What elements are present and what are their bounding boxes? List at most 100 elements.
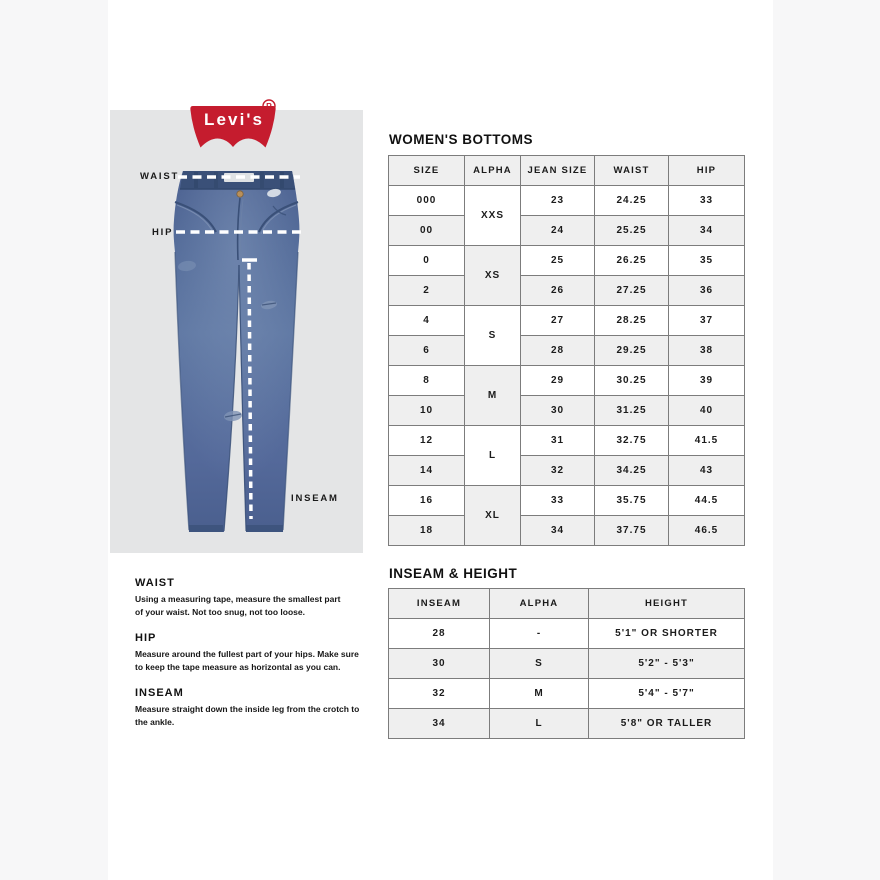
header-row: SIZE ALPHA JEAN SIZE WAIST HIP xyxy=(388,155,745,186)
table-row: 30 S 5'2" - 5'3" xyxy=(388,648,745,679)
waist-diagram-label: WAIST xyxy=(140,171,180,182)
cell-size: 000 xyxy=(388,185,465,216)
cell-hip: 41.5 xyxy=(668,425,745,456)
cell-hip: 39 xyxy=(668,365,745,396)
cell-inseam: 32 xyxy=(388,678,490,709)
cell-waist: 25.25 xyxy=(594,215,669,246)
cell-size: 14 xyxy=(388,455,465,486)
column-header-hip: HIP xyxy=(668,155,745,186)
cell-waist: 30.25 xyxy=(594,365,669,396)
table-row: 2 26 27.25 36 xyxy=(388,275,745,306)
cell-waist: 26.25 xyxy=(594,245,669,276)
table-row: 6 28 29.25 38 xyxy=(388,335,745,366)
cell-waist: 24.25 xyxy=(594,185,669,216)
logo-wordmark: Levi's xyxy=(204,110,262,129)
guide-section-inseam: INSEAM Measure straight down the inside … xyxy=(135,687,385,729)
cell-size: 12 xyxy=(388,425,465,456)
cell-jean-size: 25 xyxy=(520,245,595,276)
cell-hip: 46.5 xyxy=(668,515,745,546)
cell-jean-size: 24 xyxy=(520,215,595,246)
cell-jean-size: 31 xyxy=(520,425,595,456)
table-row: 16 XL 33 35.75 44.5 xyxy=(388,485,745,546)
table-row: 8 M 29 30.25 39 xyxy=(388,365,745,426)
svg-text:R: R xyxy=(266,102,272,111)
cell-waist: 32.75 xyxy=(594,425,669,456)
cell-hip: 38 xyxy=(668,335,745,366)
column-header-jean-size: JEAN SIZE xyxy=(520,155,595,186)
cell-waist: 37.75 xyxy=(594,515,669,546)
cell-height: 5'2" - 5'3" xyxy=(588,648,745,679)
cell-jean-size: 26 xyxy=(520,275,595,306)
cell-waist: 28.25 xyxy=(594,305,669,336)
table-row: 000 XXS 23 24.25 33 xyxy=(388,185,745,246)
cell-alpha: - xyxy=(489,618,589,649)
guide-text: to keep the tape measure as horizontal a… xyxy=(135,662,341,672)
cell-alpha: S xyxy=(464,305,521,366)
guide-text: Using a measuring tape, measure the smal… xyxy=(135,594,341,604)
table-row: 34 L 5'8" OR TALLER xyxy=(388,708,745,739)
cell-hip: 43 xyxy=(668,455,745,486)
cell-size: 2 xyxy=(388,275,465,306)
cell-hip: 44.5 xyxy=(668,485,745,516)
inseam-height-title: INSEAM & HEIGHT xyxy=(389,566,518,581)
cell-alpha: L xyxy=(489,708,589,739)
table-row: 0 XS 25 26.25 35 xyxy=(388,245,745,306)
cell-jean-size: 33 xyxy=(520,485,595,516)
cell-size: 00 xyxy=(388,215,465,246)
cell-size: 16 xyxy=(388,485,465,516)
hip-diagram-label: HIP xyxy=(152,227,174,238)
cell-size: 6 xyxy=(388,335,465,366)
guide-text: the ankle. xyxy=(135,717,175,727)
cell-size: 10 xyxy=(388,395,465,426)
guide-text: Measure straight down the inside leg fro… xyxy=(135,704,360,714)
cell-alpha: M xyxy=(464,365,521,426)
column-header-alpha: ALPHA xyxy=(489,588,589,619)
cell-waist: 31.25 xyxy=(594,395,669,426)
guide-section-waist: WAIST Using a measuring tape, measure th… xyxy=(135,577,385,619)
cell-jean-size: 30 xyxy=(520,395,595,426)
cell-height: 5'1" OR SHORTER xyxy=(588,618,745,649)
table-row: 4 S 27 28.25 37 xyxy=(388,305,745,366)
cell-hip: 36 xyxy=(668,275,745,306)
cell-jean-size: 29 xyxy=(520,365,595,396)
cell-waist: 34.25 xyxy=(594,455,669,486)
cell-height: 5'4" - 5'7" xyxy=(588,678,745,709)
cell-jean-size: 27 xyxy=(520,305,595,336)
cell-hip: 33 xyxy=(668,185,745,216)
cell-hip: 35 xyxy=(668,245,745,276)
cell-jean-size: 28 xyxy=(520,335,595,366)
guide-heading: WAIST xyxy=(135,577,175,589)
inseam-diagram-label: INSEAM xyxy=(291,493,339,504)
table-row: 18 34 37.75 46.5 xyxy=(388,515,745,546)
cell-inseam: 28 xyxy=(388,618,490,649)
cell-jean-size: 23 xyxy=(520,185,595,216)
table-row: 32 M 5'4" - 5'7" xyxy=(388,678,745,709)
table-row: 14 32 34.25 43 xyxy=(388,455,745,486)
cell-inseam: 30 xyxy=(388,648,490,679)
guide-heading: HIP xyxy=(135,632,157,644)
levis-logo: Levi's R xyxy=(190,99,276,148)
guide-text: of your waist. Not too snug, not too loo… xyxy=(135,607,305,617)
cell-hip: 34 xyxy=(668,215,745,246)
guide-text: Measure around the fullest part of your … xyxy=(135,649,359,659)
womens-bottoms-table: SIZE ALPHA JEAN SIZE WAIST HIP 000 XXS 2… xyxy=(388,155,745,546)
header-row: INSEAM ALPHA HEIGHT xyxy=(388,588,745,619)
cell-alpha: XXS xyxy=(464,185,521,246)
cell-alpha: S xyxy=(489,648,589,679)
registered-mark-icon xyxy=(262,99,276,113)
table-row: 10 30 31.25 40 xyxy=(388,395,745,426)
cell-size: 18 xyxy=(388,515,465,546)
column-header-size: SIZE xyxy=(388,155,465,186)
cell-waist: 35.75 xyxy=(594,485,669,516)
cell-size: 4 xyxy=(388,305,465,336)
table-row: 12 L 31 32.75 41.5 xyxy=(388,425,745,486)
cell-jean-size: 34 xyxy=(520,515,595,546)
cell-size: 0 xyxy=(388,245,465,276)
column-header-inseam: INSEAM xyxy=(388,588,490,619)
cell-hip: 37 xyxy=(668,305,745,336)
cell-inseam: 34 xyxy=(388,708,490,739)
column-header-waist: WAIST xyxy=(594,155,669,186)
table-row: 28 - 5'1" OR SHORTER xyxy=(388,618,745,649)
womens-bottoms-title: WOMEN'S BOTTOMS xyxy=(389,132,533,147)
cell-alpha: L xyxy=(464,425,521,486)
